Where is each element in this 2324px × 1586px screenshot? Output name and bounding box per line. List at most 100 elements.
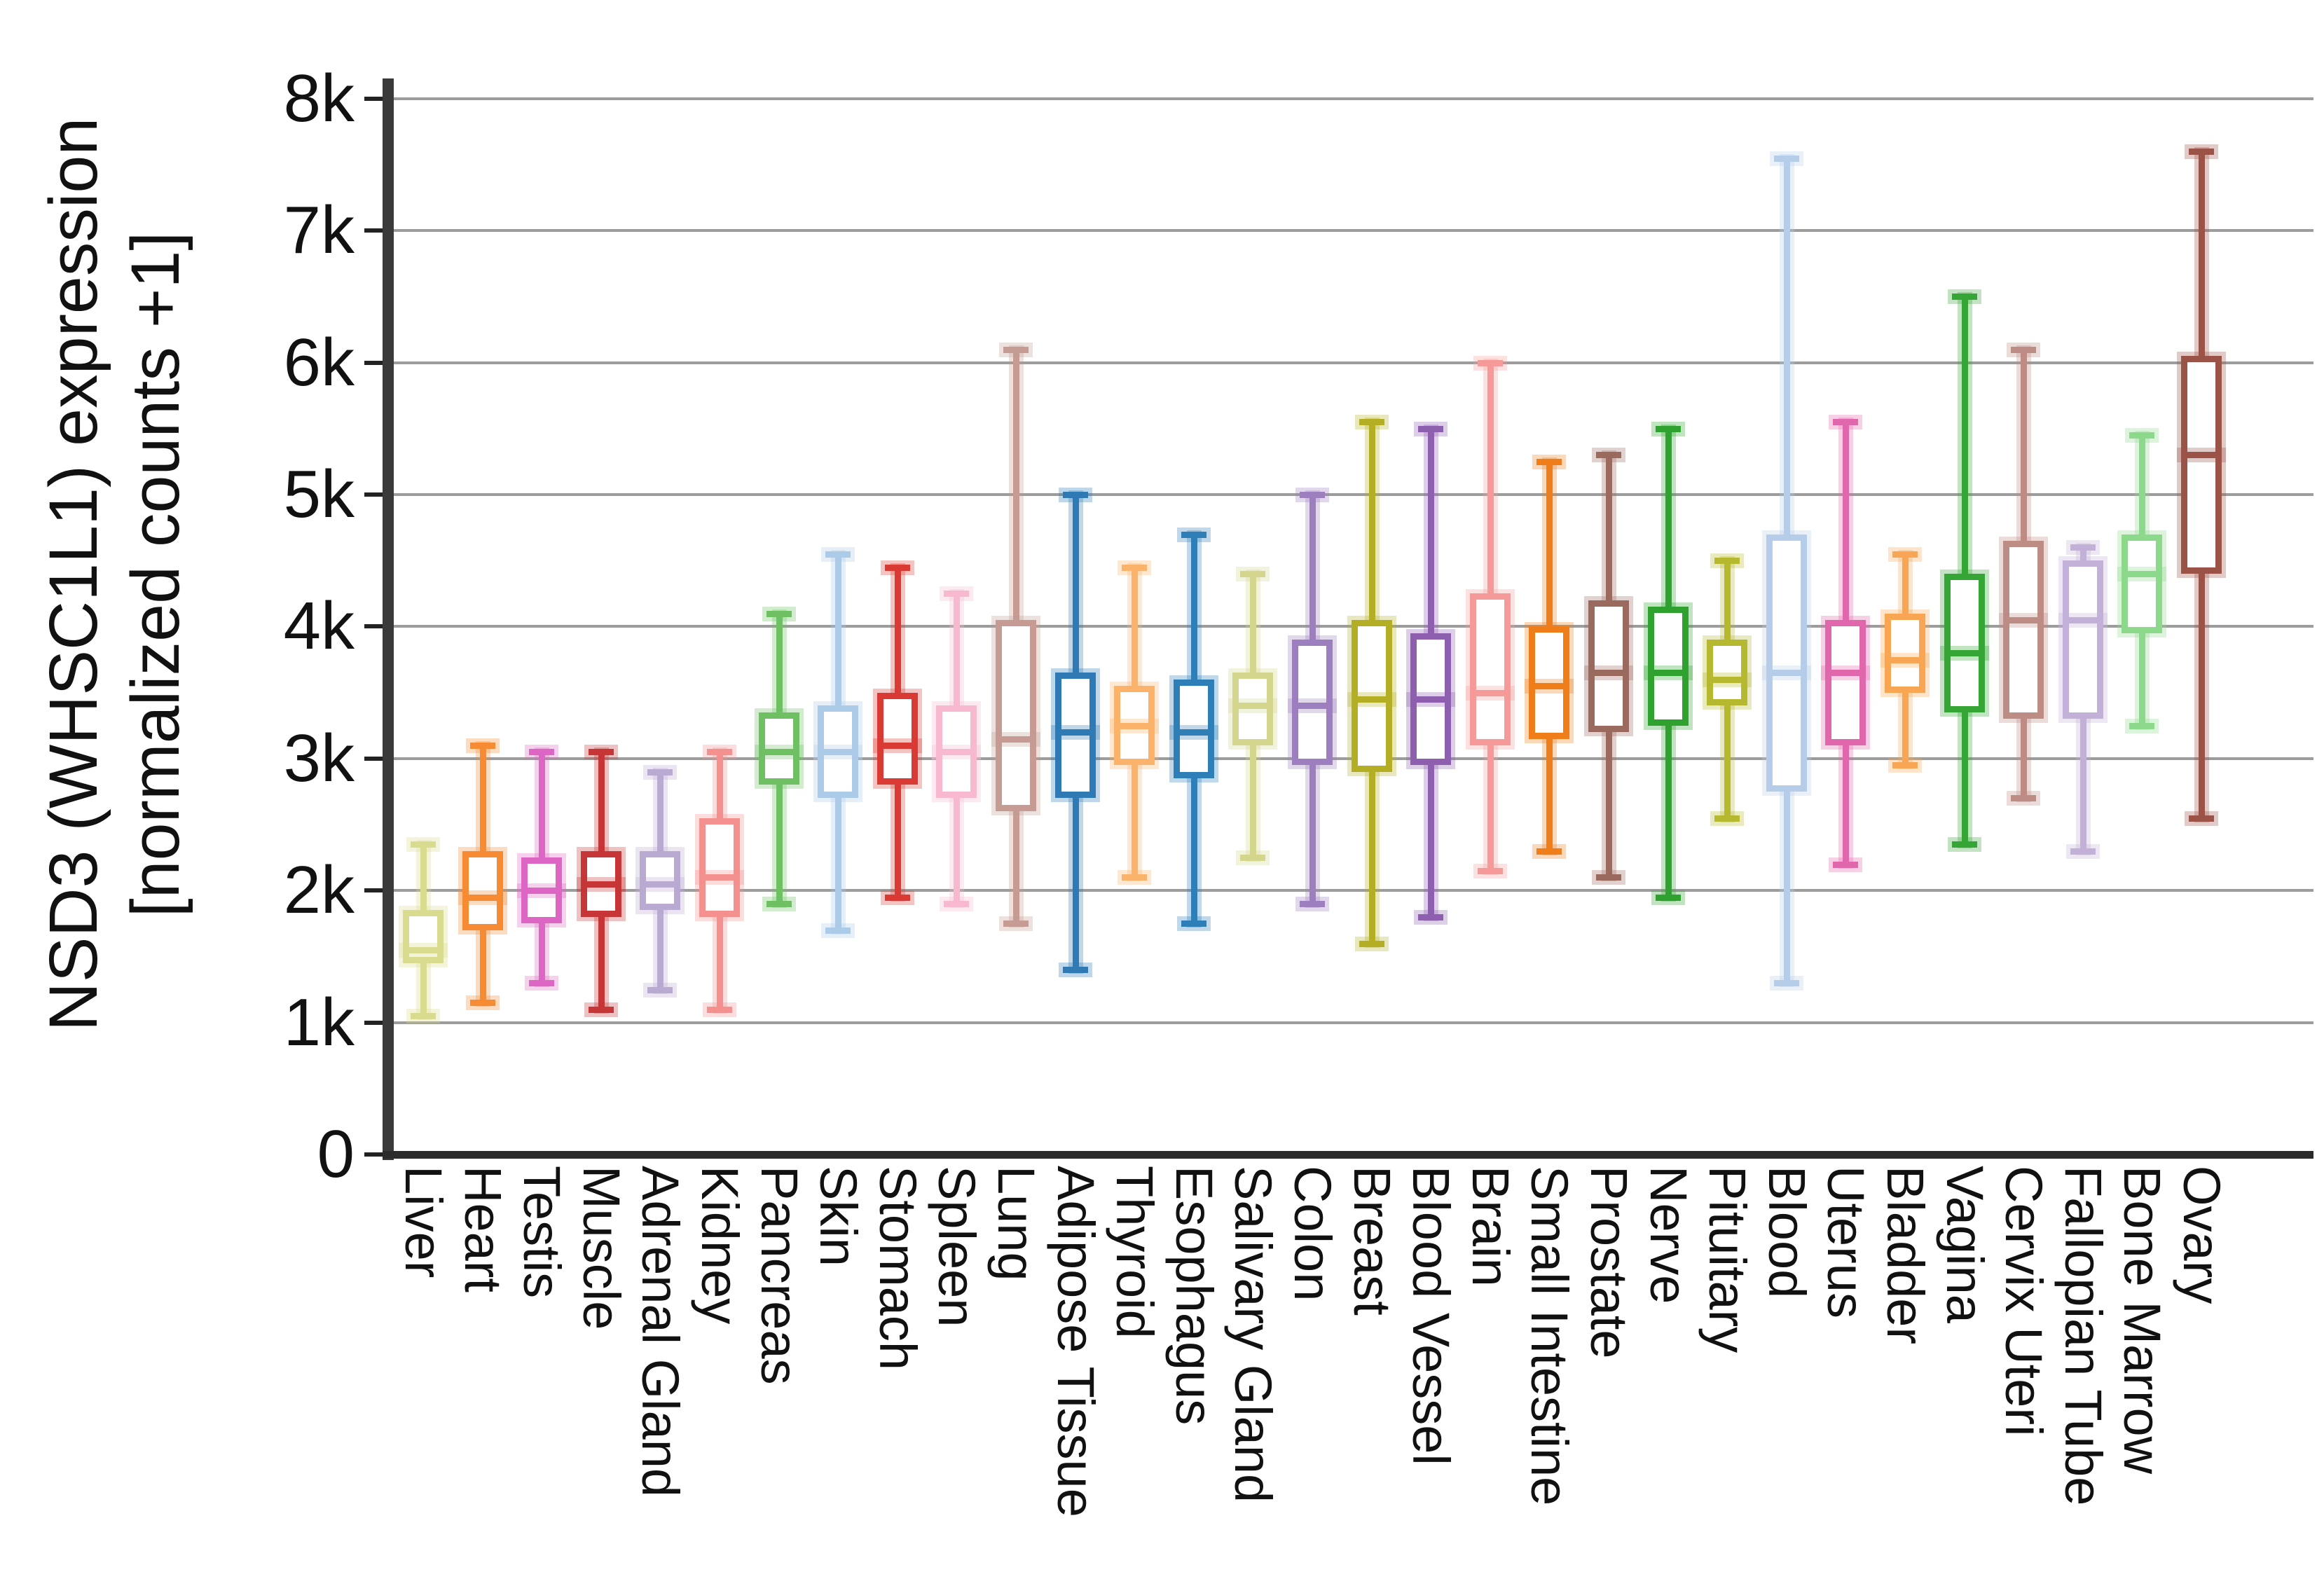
x-axis-line <box>383 1151 2313 1159</box>
y-axis-title-line1: NSD3 (WHSC1L1) expression <box>35 117 111 1032</box>
median-Kidney <box>699 874 740 881</box>
whisker-cap-bottom-Kidney <box>707 1007 732 1013</box>
whisker-cap-top-Salivary Gland <box>1240 571 1265 577</box>
box-Pancreas <box>759 712 799 785</box>
box-Heart <box>462 851 503 930</box>
x-label-Skin: Skin <box>809 1166 867 1267</box>
x-label-Spleen: Spleen <box>928 1166 986 1328</box>
x-label-Adrenal Gland: Adrenal Gland <box>631 1166 689 1498</box>
x-label-Heart: Heart <box>454 1166 512 1292</box>
whisker-cap-top-Stomach <box>885 565 910 571</box>
x-label-Testis: Testis <box>513 1166 571 1299</box>
y-tick-4k <box>364 624 383 628</box>
whisker-cap-bottom-Prostate <box>1596 874 1621 881</box>
whisker-cap-top-Pituitary <box>1714 558 1740 564</box>
x-label-Adipose Tissue: Adipose Tissue <box>1047 1166 1105 1517</box>
whisker-cap-bottom-Breast <box>1359 941 1384 947</box>
y-tick-1k <box>364 1021 383 1025</box>
whisker-cap-bottom-Vagina <box>1952 841 1977 848</box>
median-Colon <box>1292 703 1333 709</box>
whisker-Vagina <box>1962 296 1968 844</box>
x-label-Fallopian Tube: Fallopian Tube <box>2054 1166 2112 1506</box>
box-Bone Marrow <box>2122 535 2162 633</box>
x-label-Ovary: Ovary <box>2173 1166 2231 1304</box>
y-tick-label-3k: 3k <box>283 721 355 796</box>
whisker-cap-top-Nerve <box>1656 426 1681 432</box>
median-Testis <box>521 888 562 894</box>
whisker-cap-top-Thyroid <box>1122 565 1147 571</box>
whisker-cap-bottom-Muscle <box>589 1007 614 1013</box>
median-Liver <box>403 947 444 953</box>
x-label-Breast: Breast <box>1343 1166 1401 1316</box>
whisker-cap-top-Esophagus <box>1181 532 1206 538</box>
box-Esophagus <box>1174 680 1214 778</box>
x-label-Esophagus: Esophagus <box>1165 1166 1223 1426</box>
whisker-cap-top-Brain <box>1478 360 1503 366</box>
x-label-Stomach: Stomach <box>869 1166 927 1371</box>
box-Small Intestine <box>1529 626 1569 739</box>
median-Skin <box>818 749 858 755</box>
x-label-Blood: Blood <box>1758 1166 1816 1299</box>
y-tick-label-8k: 8k <box>283 61 355 136</box>
median-Bladder <box>1885 657 1925 663</box>
y-tick-0 <box>364 1152 383 1157</box>
whisker-cap-bottom-Brain <box>1478 868 1503 874</box>
median-Cervix Uteri <box>2003 617 2044 623</box>
box-Colon <box>1292 640 1333 765</box>
median-Pituitary <box>1707 677 1747 683</box>
whisker-cap-bottom-Fallopian Tube <box>2070 848 2096 855</box>
box-Cervix Uteri <box>2003 541 2044 719</box>
gridline-2k <box>383 889 2313 892</box>
x-label-Uterus: Uterus <box>1817 1166 1875 1318</box>
x-label-Bone Marrow: Bone Marrow <box>2113 1166 2171 1475</box>
gridline-5k <box>383 493 2313 496</box>
gridline-6k <box>383 361 2313 364</box>
y-tick-label-6k: 6k <box>283 325 355 400</box>
x-label-Pancreas: Pancreas <box>750 1166 809 1385</box>
box-Adrenal Gland <box>640 851 680 910</box>
median-Prostate <box>1588 670 1629 676</box>
whisker-cap-top-Breast <box>1359 419 1384 425</box>
box-Kidney <box>699 818 740 917</box>
y-tick-6k <box>364 361 383 365</box>
box-Prostate <box>1588 600 1629 732</box>
box-Liver <box>403 910 444 963</box>
whisker-cap-bottom-Bone Marrow <box>2129 723 2154 729</box>
box-Uterus <box>1825 620 1866 745</box>
x-label-Brain: Brain <box>1462 1166 1520 1287</box>
whisker-cap-top-Bladder <box>1892 551 1918 558</box>
median-Ovary <box>2181 452 2222 458</box>
median-Muscle <box>581 881 621 888</box>
median-Adrenal Gland <box>640 881 680 888</box>
box-Salivary Gland <box>1232 673 1273 745</box>
whisker-cap-bottom-Small Intestine <box>1536 848 1562 855</box>
median-Heart <box>462 895 503 901</box>
whisker-cap-bottom-Pancreas <box>766 901 792 907</box>
whisker-cap-top-Kidney <box>707 749 732 755</box>
x-label-Pituitary: Pituitary <box>1698 1166 1756 1353</box>
y-tick-5k <box>364 492 383 497</box>
whisker-cap-bottom-Lung <box>1003 920 1029 927</box>
whisker-cap-bottom-Ovary <box>2189 815 2214 822</box>
whisker-cap-top-Heart <box>470 743 495 749</box>
median-Stomach <box>877 743 918 749</box>
whisker-cap-top-Adipose Tissue <box>1063 492 1088 498</box>
whisker-cap-bottom-Pituitary <box>1714 815 1740 822</box>
median-Thyroid <box>1114 723 1155 729</box>
median-Adipose Tissue <box>1055 729 1096 736</box>
y-tick-label-4k: 4k <box>283 588 355 663</box>
median-Salivary Gland <box>1232 703 1273 709</box>
x-label-Blood Vessel: Blood Vessel <box>1402 1166 1460 1466</box>
y-tick-label-1k: 1k <box>283 985 355 1060</box>
y-tick-label-7k: 7k <box>283 193 355 268</box>
x-label-Thyroid: Thyroid <box>1106 1166 1164 1339</box>
box-Stomach <box>877 693 918 785</box>
whisker-cap-top-Skin <box>825 551 851 558</box>
x-label-Prostate: Prostate <box>1580 1166 1638 1359</box>
whisker-cap-bottom-Colon <box>1300 901 1325 907</box>
box-Pituitary <box>1707 640 1747 705</box>
whisker-cap-top-Uterus <box>1833 419 1858 425</box>
whisker-cap-top-Small Intestine <box>1536 459 1562 465</box>
box-Nerve <box>1648 607 1689 726</box>
whisker-cap-bottom-Salivary Gland <box>1240 855 1265 861</box>
